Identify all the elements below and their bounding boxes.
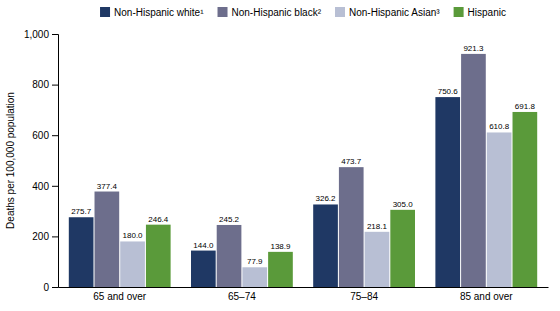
bar	[390, 210, 415, 287]
legend-label: Hispanic	[468, 7, 506, 18]
x-tick: 65 and over	[93, 287, 146, 302]
bar-series	[146, 112, 537, 287]
y-tick-label: 0	[43, 282, 49, 293]
bar-series	[95, 54, 486, 287]
bars	[69, 54, 537, 287]
x-axis-line	[59, 287, 549, 288]
data-label: 377.4	[97, 182, 118, 191]
bar	[268, 252, 293, 287]
data-label: 921.3	[463, 44, 484, 53]
y-tick: 600	[32, 130, 58, 141]
y-tick-label: 1,000	[24, 29, 49, 40]
data-label: 77.9	[247, 257, 263, 266]
bar	[146, 225, 171, 287]
bar	[120, 241, 145, 287]
data-label: 305.0	[393, 200, 414, 209]
bar	[487, 132, 512, 287]
bar	[339, 167, 364, 287]
bar	[191, 251, 216, 287]
y-tick-mark	[52, 85, 58, 86]
legend-swatch	[454, 7, 464, 17]
legend-label: Non-Hispanic Asian³	[349, 7, 440, 18]
legend-swatch	[335, 7, 345, 17]
bar-series	[69, 97, 460, 287]
data-label: 180.0	[123, 231, 144, 240]
x-tick-label: 75–84	[350, 291, 378, 302]
x-tick: 75–84	[350, 287, 378, 302]
legend-label: Non-Hispanic black²	[232, 7, 322, 18]
y-tick: 1,000	[24, 29, 58, 40]
y-tick-mark	[52, 287, 58, 288]
bar	[461, 54, 486, 287]
bar-series	[120, 132, 511, 287]
y-tick-label: 600	[32, 130, 49, 141]
x-tick: 85 and over	[460, 287, 513, 302]
legend: Non-Hispanic white¹ Non-Hispanic black² No…	[100, 7, 506, 18]
data-label: 245.2	[219, 215, 240, 224]
y-tick-label: 400	[32, 181, 49, 192]
data-label: 144.0	[193, 241, 214, 250]
y-axis: 0 200 400 600 800 1,000	[24, 29, 59, 293]
x-tick: 65–74	[228, 287, 256, 302]
y-tick-mark	[52, 135, 58, 136]
data-label: 610.8	[489, 122, 510, 131]
data-label: 326.2	[316, 194, 337, 203]
x-tick-label: 65 and over	[93, 291, 146, 302]
bar	[95, 192, 120, 287]
plot: 275.7 144.0 326.2 750.6 377.4 245.2 473.7 921.3…	[24, 29, 549, 302]
bar	[69, 217, 94, 287]
data-label: 246.4	[148, 215, 169, 224]
legend-swatch	[218, 7, 228, 17]
bar	[435, 97, 460, 287]
x-tick-label: 85 and over	[460, 291, 513, 302]
y-tick-mark	[52, 34, 58, 35]
y-tick: 400	[32, 181, 58, 192]
y-tick-mark	[52, 186, 58, 187]
bar	[513, 112, 538, 287]
data-label: 750.6	[438, 87, 459, 96]
data-label: 691.8	[515, 102, 536, 111]
data-label: 218.1	[367, 222, 388, 231]
data-label: 473.7	[341, 157, 362, 166]
legend-item: Non-Hispanic black²	[218, 7, 322, 18]
bar	[217, 225, 242, 287]
bar	[313, 204, 338, 287]
bar	[365, 232, 390, 287]
data-labels: 275.7 144.0 326.2 750.6 377.4 245.2 473.7 921.3…	[71, 44, 535, 266]
legend-item: Non-Hispanic white¹	[100, 7, 204, 18]
y-tick: 200	[32, 231, 58, 242]
y-tick: 0	[43, 282, 58, 293]
y-tick-label: 200	[32, 231, 49, 242]
y-tick: 800	[32, 79, 58, 90]
y-axis-line	[52, 35, 59, 288]
bar	[242, 267, 267, 287]
data-label: 138.9	[270, 242, 291, 251]
chart: 275.7 144.0 326.2 750.6 377.4 245.2 473.7 921.3…	[0, 0, 560, 311]
y-tick-label: 800	[32, 79, 49, 90]
data-label: 275.7	[71, 207, 92, 216]
legend-swatch	[100, 7, 110, 17]
legend-item: Non-Hispanic Asian³	[335, 7, 440, 18]
y-axis-title: Deaths per 100,000 population	[5, 92, 16, 229]
x-tick-label: 65–74	[228, 291, 256, 302]
x-axis: 65 and over 65–74 75–84 85 and over	[59, 287, 549, 302]
y-tick-mark	[52, 236, 58, 237]
legend-item: Hispanic	[454, 7, 506, 18]
legend-label: Non-Hispanic white¹	[114, 7, 204, 18]
